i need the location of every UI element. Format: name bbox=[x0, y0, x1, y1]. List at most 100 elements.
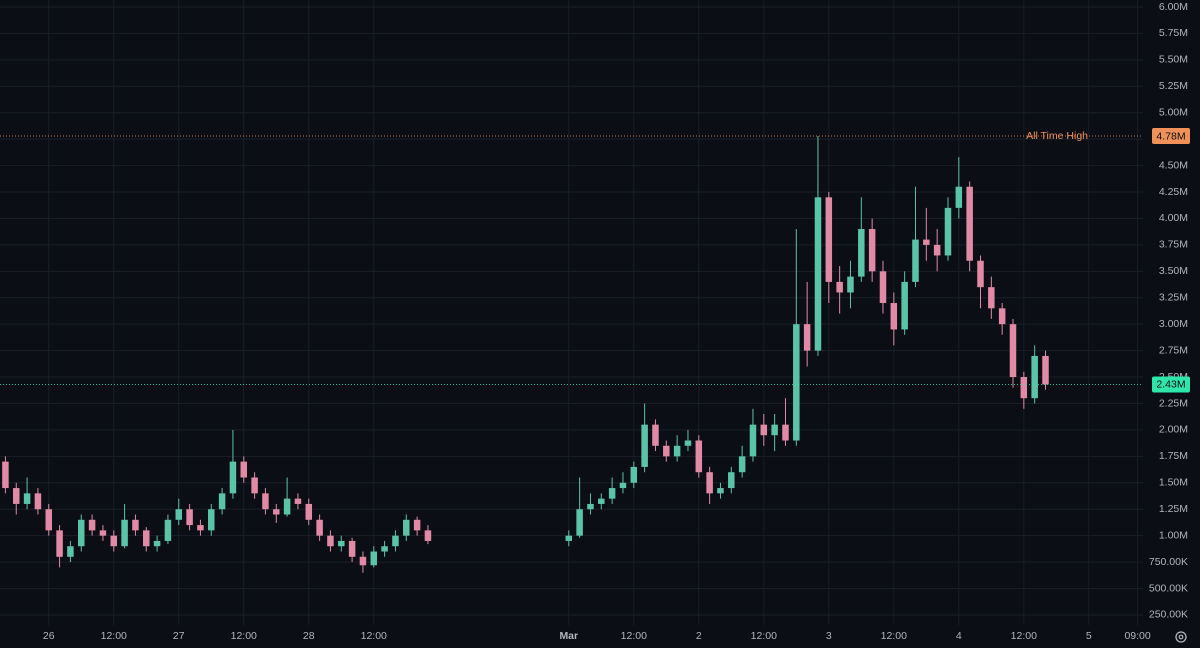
candle-body bbox=[45, 509, 53, 531]
candle-body bbox=[164, 519, 172, 541]
candle-body bbox=[348, 540, 356, 557]
candle-body bbox=[153, 540, 161, 547]
x-tick-label: 12:00 bbox=[1011, 630, 1037, 642]
x-tick-label: 12:00 bbox=[751, 630, 777, 642]
x-tick-label: 4 bbox=[956, 630, 962, 642]
candle-body bbox=[944, 207, 952, 256]
candle-body bbox=[67, 546, 74, 557]
candle-body bbox=[630, 466, 638, 483]
candle-body bbox=[728, 472, 735, 489]
candle-body bbox=[262, 493, 269, 510]
candle-body bbox=[283, 498, 291, 515]
y-tick-label: 4.50M bbox=[1159, 159, 1188, 171]
candle-body bbox=[1009, 324, 1017, 378]
y-tick-label: 3.00M bbox=[1159, 318, 1188, 330]
candles bbox=[2, 135, 1049, 573]
candle-body bbox=[673, 445, 681, 457]
candle-body bbox=[175, 509, 183, 520]
candle-body bbox=[229, 461, 237, 494]
candle-body bbox=[955, 186, 963, 208]
candle-body bbox=[34, 493, 42, 510]
y-tick-label: 1.00M bbox=[1159, 529, 1188, 541]
price-tag-label: 4.78M bbox=[1156, 130, 1185, 142]
candle-body bbox=[749, 424, 757, 457]
y-tick-label: 4.25M bbox=[1159, 186, 1188, 198]
candle-body bbox=[825, 197, 833, 282]
candle-body bbox=[110, 535, 118, 547]
y-tick-label: 5.25M bbox=[1159, 80, 1188, 92]
candle-body bbox=[890, 303, 898, 330]
candle-body bbox=[197, 525, 204, 531]
candle-body bbox=[923, 239, 930, 245]
candle-body bbox=[803, 324, 811, 351]
candle-body bbox=[977, 260, 984, 288]
candle-body bbox=[717, 488, 724, 494]
grid bbox=[0, 0, 1143, 625]
y-tick-label: 250.00K bbox=[1149, 609, 1188, 621]
candle-body bbox=[99, 530, 107, 536]
candle-body bbox=[814, 197, 822, 351]
y-tick-label: 2.75M bbox=[1159, 344, 1188, 356]
x-tick-label: 3 bbox=[826, 630, 832, 642]
y-tick-label: 1.25M bbox=[1159, 503, 1188, 515]
x-tick-label: 26 bbox=[43, 630, 55, 642]
candle-body bbox=[381, 546, 388, 552]
x-tick-label: Mar bbox=[559, 630, 578, 642]
candle-body bbox=[988, 287, 995, 309]
candle-body bbox=[912, 239, 919, 282]
candle-body bbox=[305, 503, 313, 520]
candle-body bbox=[78, 519, 85, 547]
candle-body bbox=[121, 519, 128, 547]
y-tick-label: 4.00M bbox=[1159, 212, 1188, 224]
candle-body bbox=[847, 276, 854, 293]
x-tick-label: 12:00 bbox=[231, 630, 257, 642]
candle-body bbox=[186, 509, 193, 526]
candle-body bbox=[1020, 377, 1028, 399]
candle-body bbox=[901, 281, 908, 330]
price-line-label: All Time High bbox=[1026, 130, 1088, 142]
y-tick-label: 1.50M bbox=[1159, 477, 1188, 489]
candle-body bbox=[218, 493, 226, 510]
candle-body bbox=[23, 493, 31, 504]
y-tick-label: 1.75M bbox=[1159, 450, 1188, 462]
candle-body bbox=[706, 472, 713, 494]
candle-body bbox=[251, 477, 258, 494]
settings-icon[interactable] bbox=[1175, 631, 1187, 643]
y-tick-label: 3.50M bbox=[1159, 265, 1188, 277]
candle-body bbox=[782, 424, 789, 441]
candle-body bbox=[663, 445, 670, 457]
y-tick-label: 3.75M bbox=[1159, 239, 1188, 251]
candle-body bbox=[793, 324, 800, 441]
candle-body bbox=[1031, 355, 1038, 399]
candle-body bbox=[208, 509, 215, 531]
candle-body bbox=[1042, 355, 1049, 385]
y-tick-label: 500.00K bbox=[1149, 582, 1188, 594]
candle-body bbox=[338, 540, 345, 547]
x-tick-label: 5 bbox=[1086, 630, 1092, 642]
candle-body bbox=[868, 229, 876, 272]
candle-body bbox=[587, 503, 594, 510]
y-tick-label: 5.00M bbox=[1159, 106, 1188, 118]
candle-body bbox=[392, 535, 399, 547]
candle-body bbox=[771, 424, 778, 436]
price-tag bbox=[1152, 127, 1190, 144]
candle-body bbox=[359, 556, 367, 566]
y-tick-label: 3.25M bbox=[1159, 292, 1188, 304]
x-tick-label: 09:00 bbox=[1124, 630, 1150, 642]
candle-body bbox=[641, 424, 648, 467]
x-tick-label: 2 bbox=[696, 630, 702, 642]
candle-body bbox=[836, 281, 843, 293]
y-tick-label: 5.50M bbox=[1159, 54, 1188, 66]
y-tick-label: 2.25M bbox=[1159, 397, 1188, 409]
y-tick-label: 750.00K bbox=[1149, 556, 1188, 568]
candle-body bbox=[327, 535, 334, 547]
candle-body bbox=[738, 456, 746, 473]
candle-body bbox=[576, 509, 583, 536]
candle-body bbox=[760, 424, 768, 436]
candle-body bbox=[858, 229, 865, 277]
x-tick-label: 12:00 bbox=[101, 630, 127, 642]
x-tick-label: 28 bbox=[303, 630, 315, 642]
candle-body bbox=[424, 530, 432, 541]
